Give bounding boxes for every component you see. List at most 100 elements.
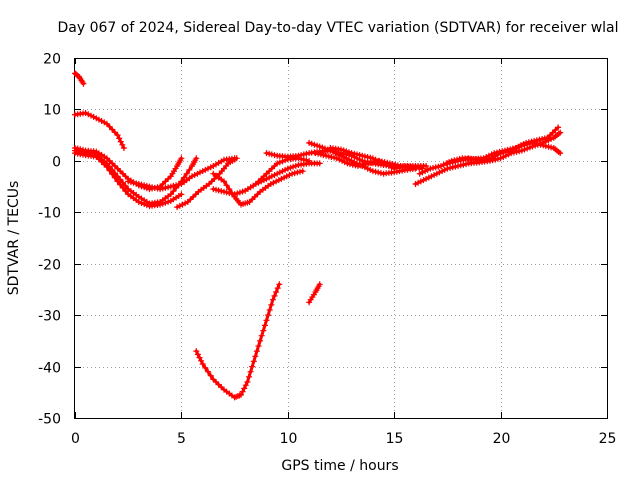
y-tick-label: -10 [38,206,61,222]
data-point [457,162,464,169]
data-point [114,132,121,139]
data-point [541,135,548,142]
data-point [122,188,129,195]
data-point [431,172,438,178]
series-trace-f [125,155,238,193]
series-trace-g [174,155,240,211]
data-point [276,169,283,176]
data-point [143,182,150,189]
data-point [311,141,318,148]
data-point [423,163,430,169]
data-point [303,157,310,164]
data-point [419,169,426,176]
data-point [343,148,350,155]
data-point [369,155,376,162]
data-point [242,382,249,389]
data-point [189,173,195,180]
data-point [238,391,244,398]
data-point [369,168,376,175]
data-point [391,165,398,172]
data-point [273,289,280,295]
data-point [210,186,217,193]
data-point [271,172,278,178]
data-point [557,129,564,136]
data-point [186,166,193,173]
data-point [183,170,190,177]
data-point [170,188,177,195]
data-point [335,151,342,158]
data-point [149,184,156,191]
data-point [111,129,118,136]
data-point [298,152,305,159]
data-point [221,178,227,185]
data-point [116,135,123,142]
data-point [260,327,267,334]
data-point [508,147,515,154]
y-tick-label: 20 [43,52,61,68]
data-point [182,200,189,207]
data-point [258,332,265,339]
data-point [534,141,541,148]
data-point [268,173,275,180]
data-point [252,353,259,360]
data-point [196,354,203,361]
data-point [138,200,145,206]
data-point [377,159,384,166]
data-point [375,169,382,176]
data-point [273,178,280,185]
data-point [178,155,185,162]
data-point [247,368,254,375]
data-point [193,348,200,355]
data-point [303,150,310,157]
data-point [246,373,252,380]
series-trace-b [72,110,127,151]
data-point [338,152,344,159]
data-point [263,317,270,324]
data-point [284,165,291,172]
data-point [510,146,517,153]
y-axis-label: SDTVAR / TECUs [6,181,22,296]
series-trace-e [72,150,185,210]
data-point [316,160,323,167]
data-point [432,164,439,171]
data-point [348,150,355,157]
data-point [111,174,118,181]
series-trace-r [193,281,283,401]
data-point [249,363,256,370]
x-axis-label: GPS time / hours [281,458,398,474]
y-tick-label: -30 [38,309,61,325]
data-point [199,361,206,367]
data-point [239,388,246,395]
data-point [363,161,369,168]
data-point [316,281,323,288]
data-point [364,165,371,172]
data-point [205,165,211,172]
data-point [106,167,113,174]
data-point [207,372,214,379]
data-point [82,110,89,116]
data-point [265,312,272,319]
series-trace-a [72,70,87,87]
data-point [278,175,285,182]
data-point [282,166,289,173]
x-tick-label: 20 [493,431,511,447]
data-point [194,351,201,358]
data-point [455,157,461,164]
axis-ticks: 0 5 10 15 20 25 20 10 0 -10 -20 -30 -40 -50 [38,52,616,448]
data-point [274,285,281,292]
data-point [119,141,126,148]
data-point [253,348,260,355]
data-point [223,182,230,189]
y-tick-label: -20 [38,258,61,274]
data-point [197,169,203,176]
data-point [270,179,277,186]
x-tick-label: 15 [386,431,404,447]
data-point [438,163,444,169]
data-point [276,159,283,166]
data-point [497,155,504,162]
data-point [283,173,290,180]
data-point [322,145,328,152]
data-point [341,159,348,166]
data-point [250,358,257,365]
